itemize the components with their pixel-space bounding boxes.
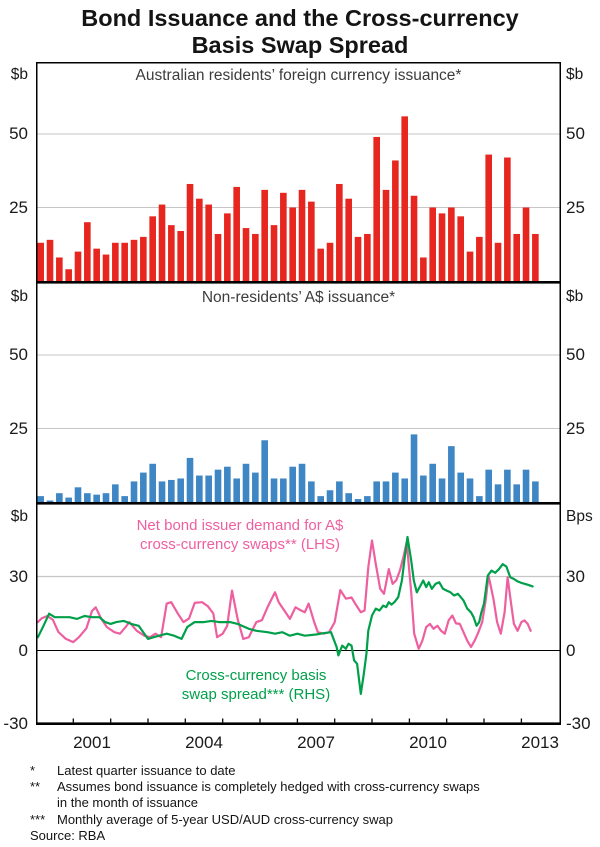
gridlines bbox=[36, 133, 561, 651]
panel1-title: Australian residents’ foreign currency i… bbox=[135, 67, 462, 84]
footnote2-marker: ** bbox=[30, 779, 41, 794]
panel2-title: Non-residents’ A$ issuance* bbox=[201, 289, 396, 306]
panel2-unit-left: $b bbox=[10, 288, 28, 305]
footnote2-text: Assumes bond issuance is completely hedg… bbox=[57, 779, 480, 794]
chart-title-line2: Basis Swap Spread bbox=[191, 32, 409, 58]
y-tick-left-panel2: 50 bbox=[9, 345, 28, 364]
y-tick-left-panel2: 25 bbox=[9, 418, 28, 438]
footnote3-text: Monthly average of 5-year USD/AUD cross-… bbox=[57, 812, 393, 827]
x-year-label: 2001 bbox=[73, 733, 111, 752]
y-tick-right-panel3: 0 bbox=[566, 640, 576, 660]
footnote2-text-line2: in the month of issuance bbox=[57, 795, 198, 810]
chart-canvas bbox=[36, 62, 561, 725]
panel2-unit-right: $b bbox=[566, 288, 584, 305]
green-series-label: Cross-currency basis swap spread*** (RHS… bbox=[150, 666, 362, 704]
panel3-unit-left: $b bbox=[10, 508, 28, 525]
y-tick-left-panel1: 50 bbox=[9, 124, 28, 143]
source-note: Source: RBA bbox=[30, 828, 106, 843]
axes-frame bbox=[36, 62, 561, 725]
chart-title-line1: Bond Issuance and the Cross-currency bbox=[81, 5, 519, 31]
pink-series-label: Net bond issuer demand for A$ cross-curr… bbox=[90, 516, 390, 554]
x-year-label: 2004 bbox=[185, 733, 223, 752]
y-tick-right-panel2: 50 bbox=[566, 345, 585, 364]
y-tick-right-panel1: 50 bbox=[566, 124, 585, 143]
footnote1-marker: * bbox=[30, 763, 36, 778]
panel1-unit-left: $b bbox=[10, 66, 28, 83]
green-series-label-line1: Cross-currency basis bbox=[185, 667, 327, 684]
footnote3-marker: *** bbox=[30, 812, 46, 827]
y-tick-left-panel3: 30 bbox=[9, 566, 28, 586]
green-line bbox=[36, 535, 534, 696]
y-tick-right-panel3: -30 bbox=[566, 714, 591, 734]
y-tick-right-panel1: 25 bbox=[566, 197, 585, 217]
red-issuance-bars bbox=[37, 116, 539, 281]
panel1-unit-right: $b bbox=[566, 66, 584, 83]
y-tick-left-panel3: 0 bbox=[18, 640, 28, 660]
y-tick-right-panel3: 30 bbox=[566, 566, 585, 586]
y-tick-right-panel2: 25 bbox=[566, 418, 585, 438]
x-year-label: 2007 bbox=[297, 733, 335, 752]
panel3-unit-right: Bps bbox=[566, 508, 593, 525]
chart-title: Bond Issuance and the Cross-currency Bas… bbox=[0, 5, 600, 59]
pink-series-label-line2: cross-currency swaps** (LHS) bbox=[139, 536, 341, 553]
green-series-label-line2: swap spread*** (RHS) bbox=[181, 686, 331, 703]
x-year-label: 2013 bbox=[521, 733, 559, 752]
pink-series-label-line1: Net bond issuer demand for A$ bbox=[136, 517, 344, 534]
footnote1-text: Latest quarter issuance to date bbox=[57, 763, 236, 778]
x-year-label: 2010 bbox=[409, 733, 447, 752]
y-tick-left-panel3: -30 bbox=[3, 714, 28, 734]
blue-issuance-bars bbox=[37, 434, 539, 502]
y-tick-left-panel1: 25 bbox=[9, 197, 28, 217]
